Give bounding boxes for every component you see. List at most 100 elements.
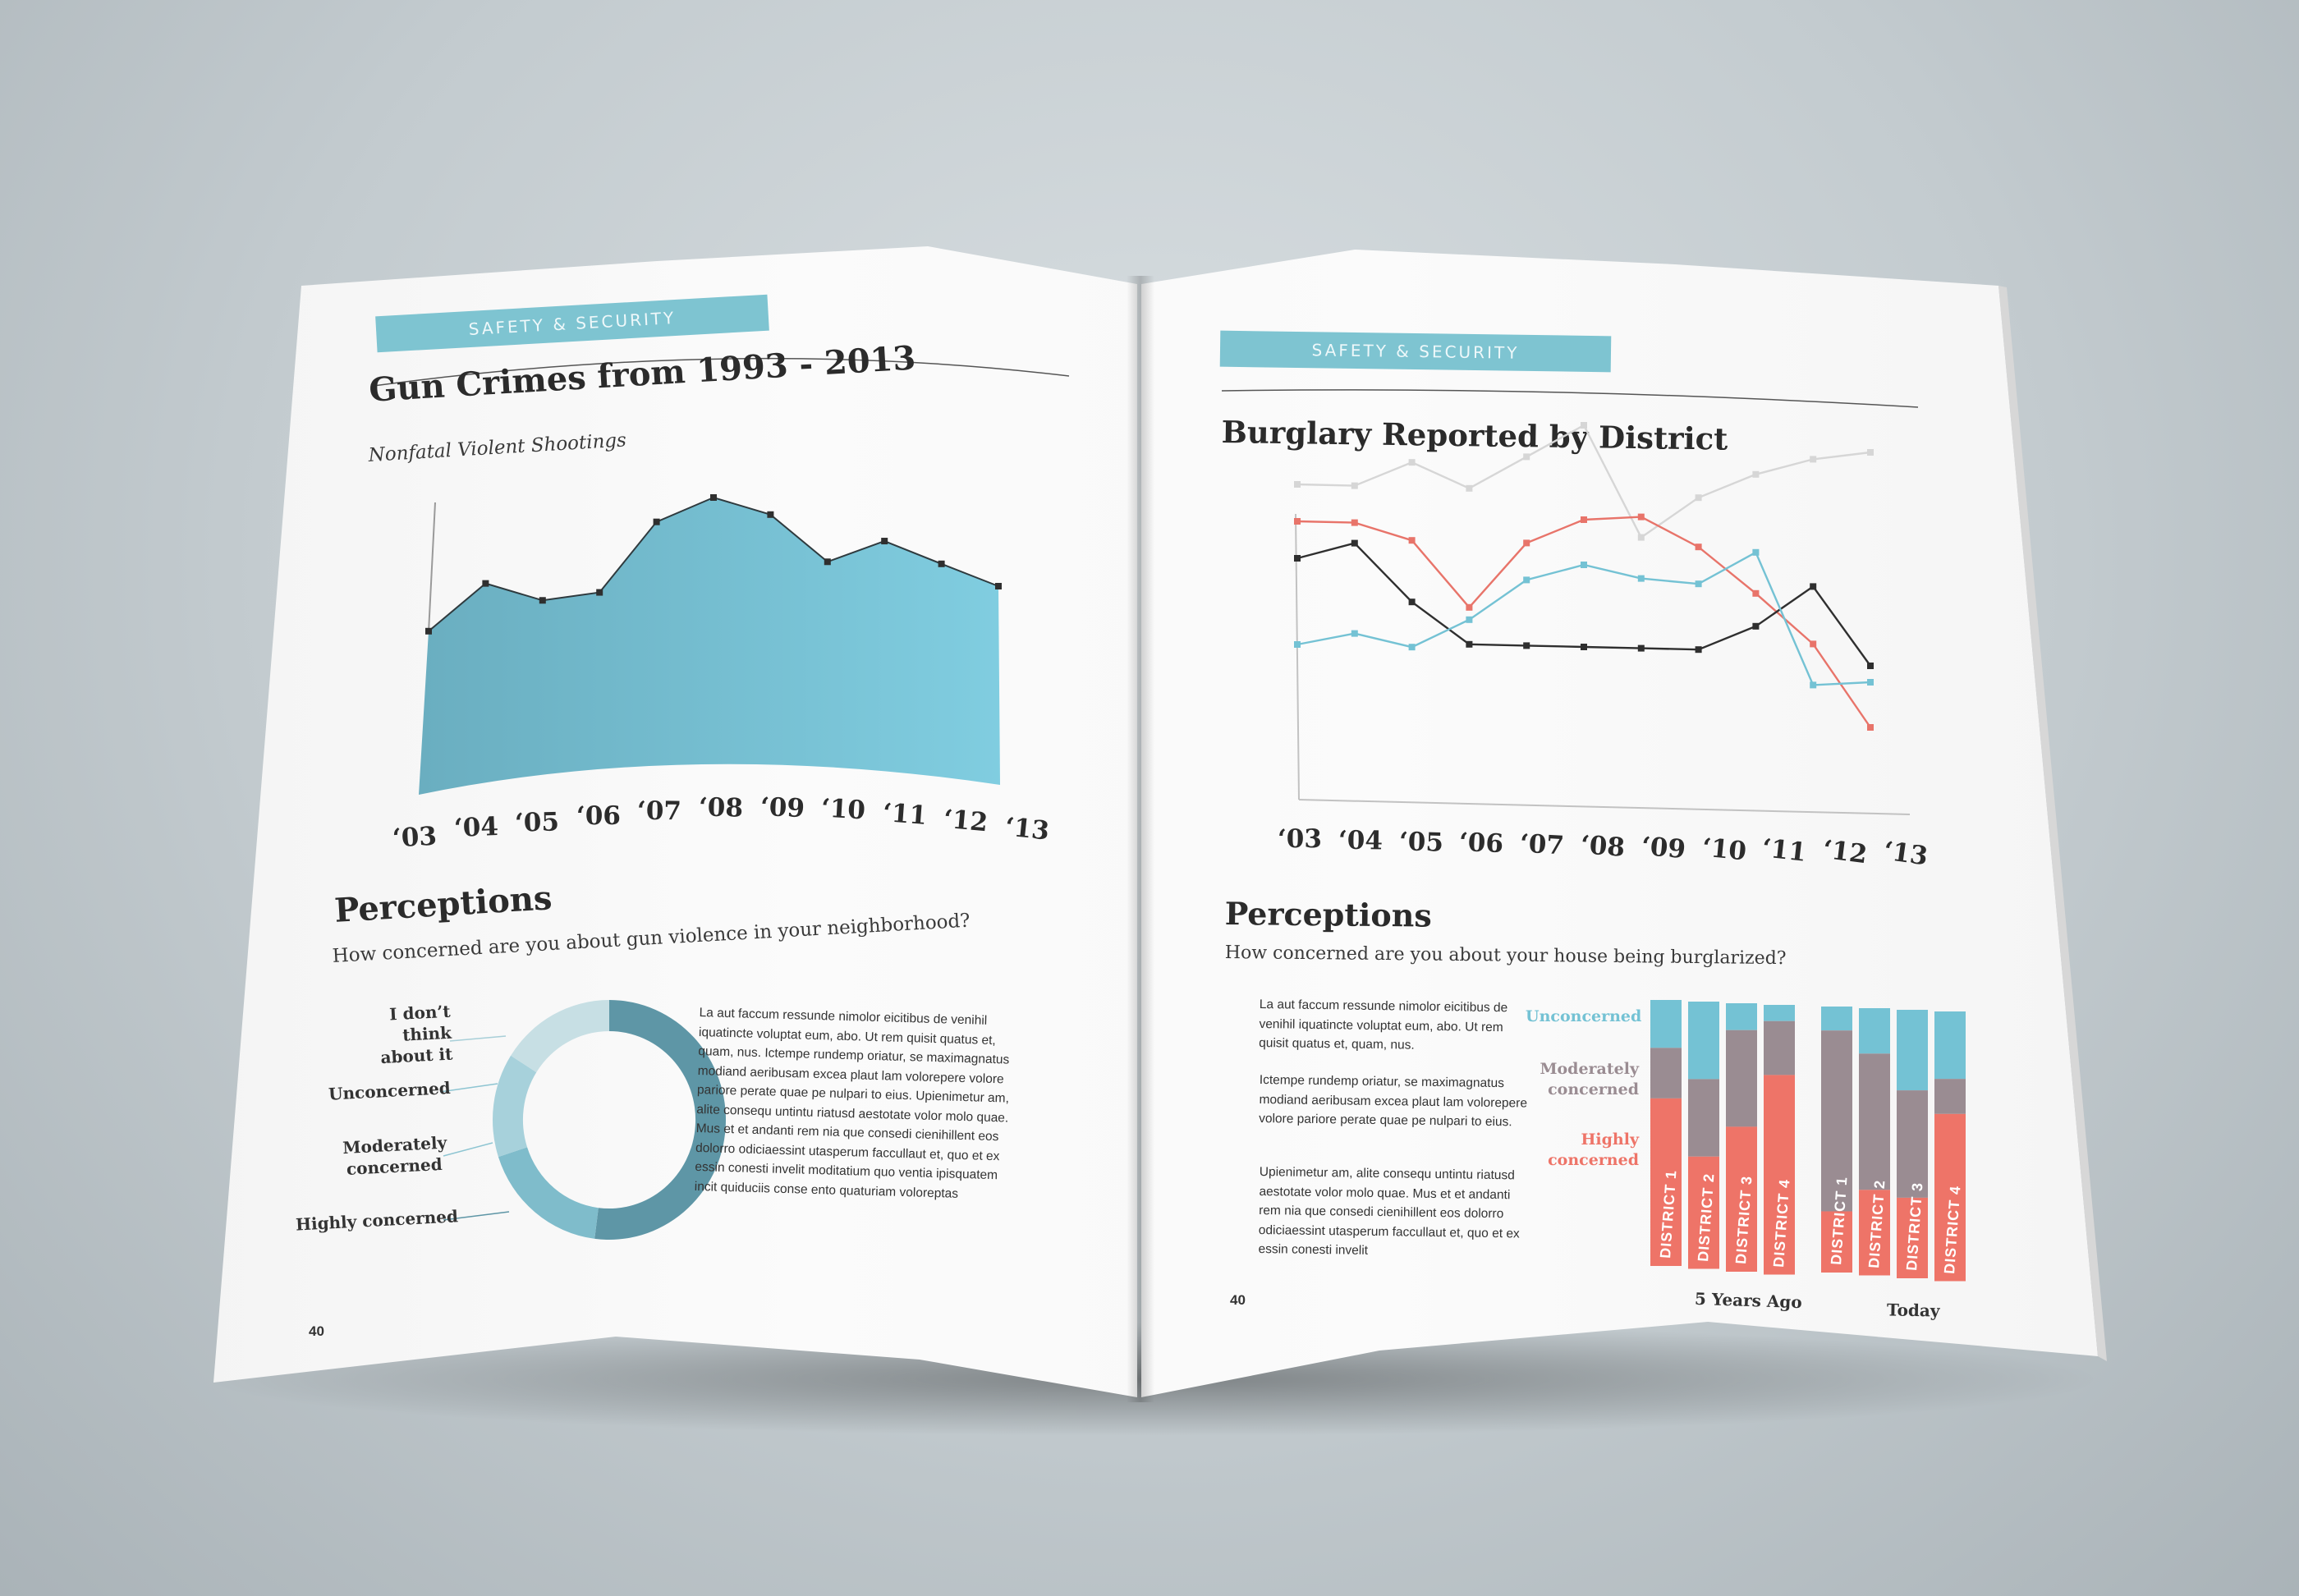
series-point (1810, 681, 1817, 689)
area-point (710, 494, 717, 501)
series-point (1810, 640, 1817, 648)
series-point (1752, 548, 1760, 556)
series-point (1695, 494, 1702, 502)
area-point (596, 589, 603, 596)
series-point (1351, 482, 1358, 489)
legend-unconcerned: Unconcerned (1526, 1007, 1642, 1025)
series-point (1752, 589, 1760, 597)
bar-segment-highly (1726, 1126, 1757, 1272)
area-point (767, 511, 774, 518)
series-point (1637, 644, 1645, 652)
series-point (1695, 646, 1702, 654)
bar-segment-highly (1688, 1156, 1719, 1269)
series-point (1466, 640, 1473, 648)
donut-label-dont-think: I don’t think about it (379, 1001, 453, 1068)
bar-group-label: Today (1886, 1300, 1940, 1321)
donut-slice-unconcerned (493, 1055, 537, 1158)
bar-segment-highly (1897, 1197, 1928, 1278)
body-text: La aut faccum ressunde nimolor eicitibus… (694, 1005, 1010, 1201)
series-point (1408, 459, 1416, 466)
series-point (1867, 449, 1874, 456)
bar-segment-unconcerned (1764, 1005, 1795, 1021)
bar-segment-moderately (1934, 1079, 1966, 1114)
donut-slice-moderately (498, 1147, 599, 1239)
area-point (938, 560, 945, 567)
donut-leader-moderately (443, 1142, 493, 1157)
series-point (1294, 641, 1301, 648)
series-point (1637, 534, 1645, 541)
bar-segment-highly (1934, 1113, 1966, 1282)
series-point (1637, 575, 1645, 582)
bar-segment-unconcerned (1821, 1007, 1852, 1031)
series-point (1581, 422, 1587, 429)
series-point (1695, 580, 1702, 588)
bar-segment-moderately (1650, 1048, 1682, 1098)
area-point (425, 627, 432, 635)
x-tick-label: ‘03 (1278, 824, 1322, 854)
bar-group-label: 5 Years Ago (1694, 1288, 1803, 1313)
area-point (881, 538, 888, 545)
series-point (1867, 663, 1874, 669)
bar-segment-highly (1859, 1190, 1890, 1276)
series-point (1752, 622, 1760, 630)
series-point (1466, 603, 1473, 611)
bar-segment-highly (1821, 1211, 1852, 1273)
series-point (1523, 453, 1530, 461)
donut-slice-dont-think (511, 1000, 609, 1073)
page-number: 40 (309, 1323, 324, 1339)
bar-segment-moderately (1859, 1053, 1890, 1190)
bar-segment-moderately (1897, 1090, 1928, 1198)
donut-leader-unconcerned (439, 1083, 498, 1093)
series-point (1408, 644, 1416, 651)
bar-segment-unconcerned (1934, 1011, 1966, 1080)
legend-highly: Highly concerned (1548, 1130, 1639, 1169)
bar-segment-highly (1650, 1098, 1682, 1266)
series-point (1523, 642, 1530, 649)
area-fill (419, 498, 1000, 795)
bar-segment-unconcerned (1688, 1002, 1719, 1080)
series-point (1466, 484, 1473, 492)
series-point (1581, 644, 1587, 650)
series-point (1867, 679, 1874, 686)
bar-segment-moderately (1821, 1030, 1852, 1212)
series-point (1867, 724, 1874, 731)
series-point (1351, 630, 1358, 637)
area-point (482, 580, 489, 587)
bar-segment-moderately (1688, 1079, 1719, 1157)
series-point (1637, 513, 1645, 521)
series-point (1810, 456, 1817, 463)
donut-slice-highly (594, 1000, 726, 1240)
area-point (824, 558, 831, 566)
series-point (1294, 481, 1301, 488)
series-point (1351, 519, 1358, 526)
series-point (1351, 539, 1358, 547)
bar-segment-moderately (1726, 1030, 1757, 1127)
area-point (539, 597, 546, 604)
series-point (1810, 583, 1817, 590)
series-point (1408, 537, 1416, 544)
series-point (1523, 539, 1530, 547)
page-number: 40 (1230, 1292, 1246, 1308)
series-point (1408, 598, 1416, 606)
series-point (1523, 576, 1530, 584)
series-point (1466, 616, 1473, 623)
series-point (1752, 470, 1760, 478)
donut-label-moderately: Moderately concerned (342, 1132, 447, 1179)
area-point (995, 583, 1002, 589)
bar-segment-highly (1764, 1075, 1795, 1275)
series-point (1695, 543, 1702, 551)
bar-segment-unconcerned (1726, 1003, 1757, 1030)
area-chart-axis (428, 502, 436, 633)
bar-segment-unconcerned (1859, 1008, 1890, 1054)
series-point (1294, 555, 1301, 562)
series-point (1294, 518, 1301, 525)
bar-segment-unconcerned (1897, 1010, 1928, 1091)
book-spine (1127, 276, 1154, 1402)
